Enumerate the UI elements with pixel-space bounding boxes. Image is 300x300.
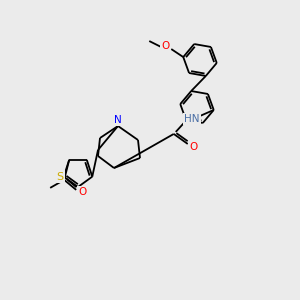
Text: S: S [56, 172, 63, 182]
Text: O: O [78, 187, 86, 197]
Text: HN: HN [184, 114, 200, 124]
Text: O: O [190, 142, 198, 152]
Text: O: O [161, 41, 170, 51]
Text: N: N [114, 115, 122, 125]
